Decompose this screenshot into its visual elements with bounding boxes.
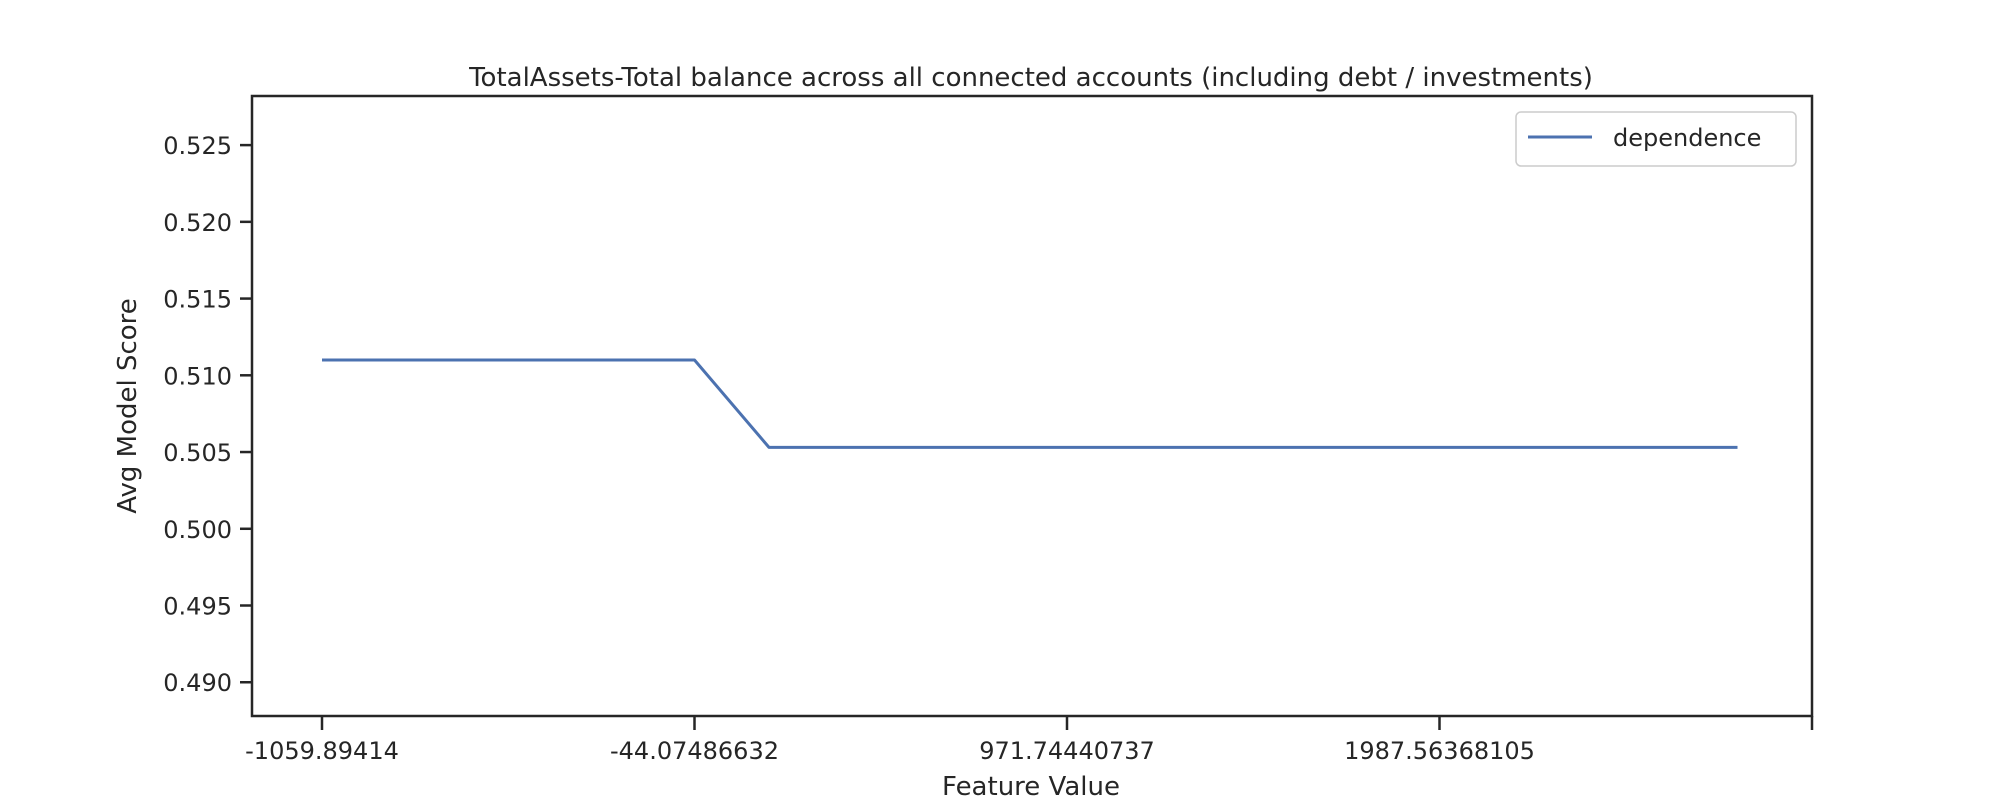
y-axis: 0.490 0.495 0.500 0.505 0.510 0.515 0.520 0.525 <box>163 132 252 697</box>
plot-frame <box>250 94 1814 718</box>
y-tick-label: 0.500 <box>163 516 232 544</box>
x-axis-title: Feature Value <box>942 772 1120 800</box>
x-tick-label: 971.74440737 <box>979 737 1155 765</box>
series-line-dependence <box>322 358 1738 449</box>
plot-area <box>321 358 1738 449</box>
y-tick-label: 0.510 <box>163 362 232 390</box>
y-tick-label: 0.525 <box>163 132 232 160</box>
legend-frame <box>1515 111 1797 167</box>
y-tick-label: 0.495 <box>163 593 232 621</box>
y-tick-label: 0.515 <box>163 286 232 314</box>
x-tick-label: -1059.89414 <box>245 737 399 765</box>
y-tick-label: 0.520 <box>163 209 232 237</box>
y-tick-label: 0.505 <box>163 439 232 467</box>
x-axis: -1059.89414 -44.07486632 971.74440737 1987.… <box>245 716 1814 765</box>
y-tick-label: 0.490 <box>163 669 232 697</box>
chart-title: TotalAssets-Total balance across all con… <box>468 63 1593 93</box>
x-tick-label: 1987.56368105 <box>1344 737 1535 765</box>
legend-label-dependence: dependence <box>1613 124 1761 152</box>
legend: dependence <box>1515 111 1797 167</box>
y-axis-title: Avg Model Score <box>113 298 143 514</box>
x-tick-label: -44.07486632 <box>610 737 779 765</box>
